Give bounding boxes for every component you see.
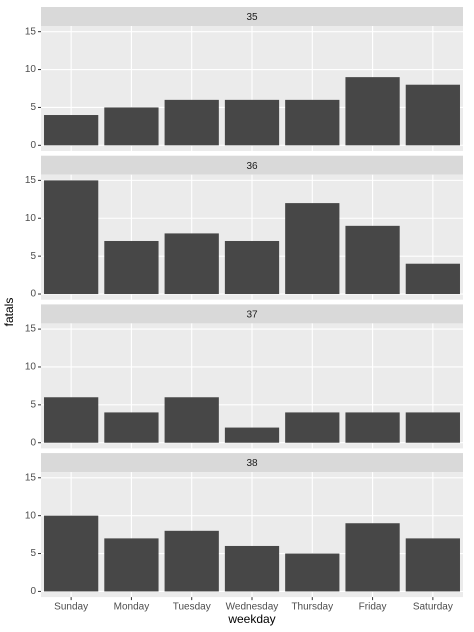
- strip: [41, 155, 463, 175]
- bar: [44, 397, 99, 443]
- strip-label: 38: [246, 458, 258, 469]
- bar: [285, 412, 340, 443]
- bar: [405, 412, 460, 443]
- bar: [104, 240, 159, 295]
- bar: [224, 99, 280, 146]
- y-tick-label: 15: [25, 175, 37, 186]
- bar: [405, 263, 460, 295]
- y-tick-label: 15: [25, 26, 37, 37]
- bar: [104, 412, 159, 443]
- y-tick-label: 15: [25, 472, 37, 483]
- y-tick-label: 5: [30, 102, 36, 113]
- bar: [345, 77, 400, 146]
- y-tick-label: 10: [25, 213, 37, 224]
- bar: [44, 515, 99, 592]
- y-tick-label: 0: [30, 289, 36, 300]
- x-tick-label: Sunday: [54, 602, 88, 613]
- y-tick-label: 0: [30, 437, 36, 448]
- y-axis-title: fatals: [2, 298, 16, 327]
- y-tick-label: 5: [30, 251, 36, 262]
- bar: [345, 412, 400, 443]
- strip-label: 35: [246, 12, 258, 23]
- strip: [41, 453, 463, 473]
- bar: [224, 545, 280, 592]
- x-tick-label: Thursday: [291, 602, 333, 613]
- bar: [164, 233, 219, 295]
- bar: [345, 225, 400, 295]
- x-tick-label: Tuesday: [173, 602, 211, 613]
- y-tick-label: 10: [25, 362, 37, 373]
- bar: [224, 427, 280, 443]
- x-tick-label: Wednesday: [226, 602, 279, 613]
- strip: [41, 304, 463, 324]
- bar: [224, 240, 280, 295]
- bar: [405, 84, 460, 146]
- strip-label: 37: [246, 310, 258, 321]
- x-tick-label: Friday: [359, 602, 387, 613]
- x-tick-label: Saturday: [413, 602, 453, 613]
- bar: [44, 115, 99, 146]
- y-tick-label: 15: [25, 324, 37, 335]
- bar: [164, 530, 219, 592]
- bar: [164, 397, 219, 443]
- strip: [41, 7, 463, 26]
- y-tick-label: 10: [25, 64, 37, 75]
- y-tick-label: 0: [30, 586, 36, 597]
- bar: [405, 538, 460, 592]
- bar: [285, 99, 340, 146]
- bar: [285, 203, 340, 295]
- bar: [104, 107, 159, 146]
- y-tick-label: 0: [30, 140, 36, 151]
- bar: [104, 538, 159, 592]
- x-tick-label: Monday: [114, 602, 150, 613]
- x-axis-title: weekday: [227, 612, 275, 626]
- y-tick-label: 10: [25, 510, 37, 521]
- y-tick-label: 5: [30, 399, 36, 410]
- bar: [164, 99, 219, 146]
- strip-label: 36: [246, 161, 258, 172]
- bar: [285, 553, 340, 592]
- bar: [345, 523, 400, 592]
- y-tick-label: 5: [30, 548, 36, 559]
- bar: [44, 180, 99, 295]
